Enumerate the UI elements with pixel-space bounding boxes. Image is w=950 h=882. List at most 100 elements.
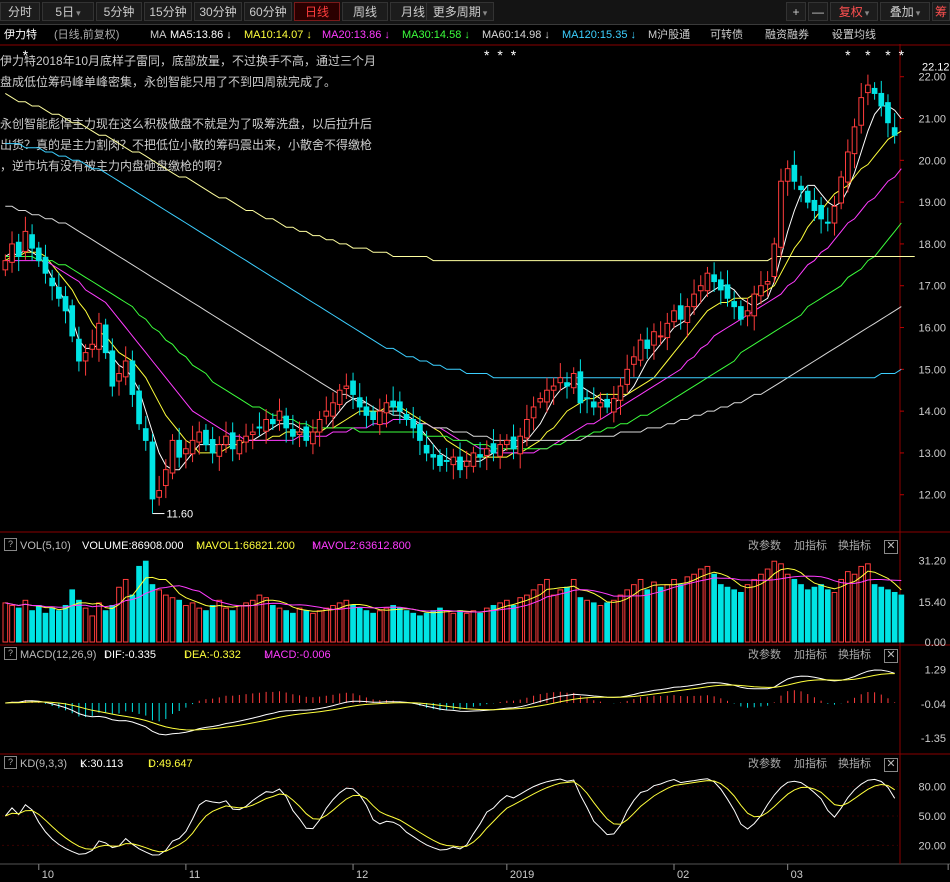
chart-mode[interactable]: (日线,前复权) — [54, 29, 120, 41]
candle — [564, 382, 570, 387]
volume-bar — [249, 599, 256, 643]
volume-bar — [751, 578, 758, 643]
volume-bar — [316, 610, 323, 643]
toolbar-tabs-7[interactable]: 周线 — [342, 2, 388, 21]
vol-ma10-line — [5, 575, 902, 613]
kd-panel-header: ? KD(9,3,3) K:30.113 ↓ D:49.647 ↓ 改参数 加指… — [0, 756, 950, 773]
change-params-button[interactable]: 改参数 — [748, 540, 781, 552]
toolbar-right-1[interactable]: — — [808, 2, 828, 21]
candle — [751, 293, 758, 317]
close-icon[interactable]: ✕ — [884, 649, 898, 663]
volume-bar — [463, 612, 470, 643]
kd-tick-label: 80.00 — [918, 782, 946, 794]
candle — [597, 402, 604, 408]
candle — [530, 406, 537, 419]
candle — [410, 418, 417, 429]
candle — [223, 435, 229, 446]
candle — [590, 401, 597, 408]
help-icon[interactable]: ? — [4, 538, 17, 551]
marker-star: * — [497, 47, 503, 63]
macd-panel-header: ? MACD(12,26,9) DIF:-0.335 ↓ DEA:-0.332 … — [0, 647, 950, 664]
price-tick-label: 13.00 — [918, 448, 946, 460]
candle — [310, 431, 316, 445]
toolbar-tabs-2[interactable]: 5分钟 — [96, 2, 142, 21]
toolbar-right-3[interactable]: 叠加 ▾ — [880, 2, 930, 21]
candle — [122, 360, 129, 378]
ma-legend-4: MA60:14.98 ↓ — [482, 29, 550, 41]
kd-tick-label: 50.00 — [918, 811, 946, 823]
toolbar-tabs-8[interactable]: 月线 — [390, 2, 436, 21]
candle — [256, 426, 263, 429]
candle — [209, 439, 216, 454]
help-icon[interactable]: ? — [4, 756, 17, 769]
volume-bar — [557, 589, 564, 643]
extreme-price-label: 11.60 — [166, 509, 193, 521]
candle — [383, 402, 390, 414]
convertible-bond-link[interactable]: 可转债 — [710, 29, 743, 41]
candle — [858, 97, 865, 126]
candle — [697, 285, 704, 292]
candle — [664, 322, 671, 339]
volume-bar — [142, 560, 149, 643]
candle — [82, 352, 89, 362]
annotation-line: 伊力特2018年10月底样子雷同，底部放量，不过换手不高，通过三个月 — [0, 54, 377, 68]
x-tick-label: 03 — [791, 869, 803, 881]
change-params-button[interactable]: 改参数 — [748, 649, 781, 661]
margin-trading-link[interactable]: 融资融券 — [765, 29, 809, 41]
add-indicator-button[interactable]: 加指标 — [794, 758, 827, 770]
candle — [437, 454, 443, 466]
volume-bar — [350, 605, 356, 643]
volume-bar — [617, 594, 624, 643]
toolbar-tabs-9[interactable]: 更多周期 ▾ — [426, 2, 494, 21]
volume-bar — [758, 573, 764, 643]
volume-bar — [76, 599, 82, 643]
candle — [129, 360, 136, 395]
volume-bar — [631, 584, 637, 643]
candle — [845, 151, 851, 183]
candle — [290, 429, 296, 437]
volume-bar — [156, 589, 162, 643]
candle — [744, 310, 751, 317]
add-indicator-button[interactable]: 加指标 — [794, 649, 827, 661]
volume-bar — [637, 578, 644, 643]
candle — [731, 301, 738, 308]
volume-bar — [724, 586, 731, 643]
toolbar-right-4[interactable]: 筹 — [932, 2, 950, 21]
volume-bar — [256, 594, 263, 643]
x-tick-label: 10 — [42, 869, 54, 881]
add-indicator-button[interactable]: 加指标 — [794, 540, 827, 552]
toolbar-tabs-0[interactable]: 分时 — [0, 2, 40, 21]
swap-indicator-button[interactable]: 换指标 — [838, 758, 871, 770]
toolbar-tabs-1[interactable]: 5日 ▾ — [42, 2, 94, 21]
stock-name[interactable]: 伊力特 — [4, 29, 37, 41]
volume-bar — [162, 594, 169, 643]
volume-bar — [69, 589, 76, 643]
candle — [483, 448, 490, 456]
toolbar-tabs-6[interactable]: 日线 — [294, 2, 340, 21]
volume-bar — [584, 599, 590, 643]
close-icon[interactable]: ✕ — [884, 540, 898, 554]
volume-bar — [791, 578, 798, 643]
toolbar-tabs-3[interactable]: 15分钟 — [144, 2, 192, 21]
swap-indicator-button[interactable]: 换指标 — [838, 649, 871, 661]
volume-bar — [356, 607, 363, 643]
close-icon[interactable]: ✕ — [884, 758, 898, 772]
candle — [183, 448, 189, 455]
price-tick-label: 15.00 — [918, 364, 946, 376]
toolbar-tabs-5[interactable]: 60分钟 — [244, 2, 292, 21]
x-tick-label: 02 — [677, 869, 689, 881]
price-tick-label: 22.00 — [918, 72, 946, 84]
change-params-button[interactable]: 改参数 — [748, 758, 781, 770]
help-icon[interactable]: ? — [4, 647, 17, 660]
candle — [804, 190, 811, 203]
volume-bar — [610, 599, 617, 643]
volume-bar — [42, 612, 49, 643]
volume-bar — [29, 610, 35, 643]
swap-indicator-button[interactable]: 换指标 — [838, 540, 871, 552]
toolbar-tabs-4[interactable]: 30分钟 — [194, 2, 242, 21]
volume-bar — [644, 589, 651, 643]
toolbar-right-0[interactable]: + — [786, 2, 806, 21]
candle — [336, 389, 343, 405]
toolbar-right-2[interactable]: 复权 ▾ — [830, 2, 878, 21]
